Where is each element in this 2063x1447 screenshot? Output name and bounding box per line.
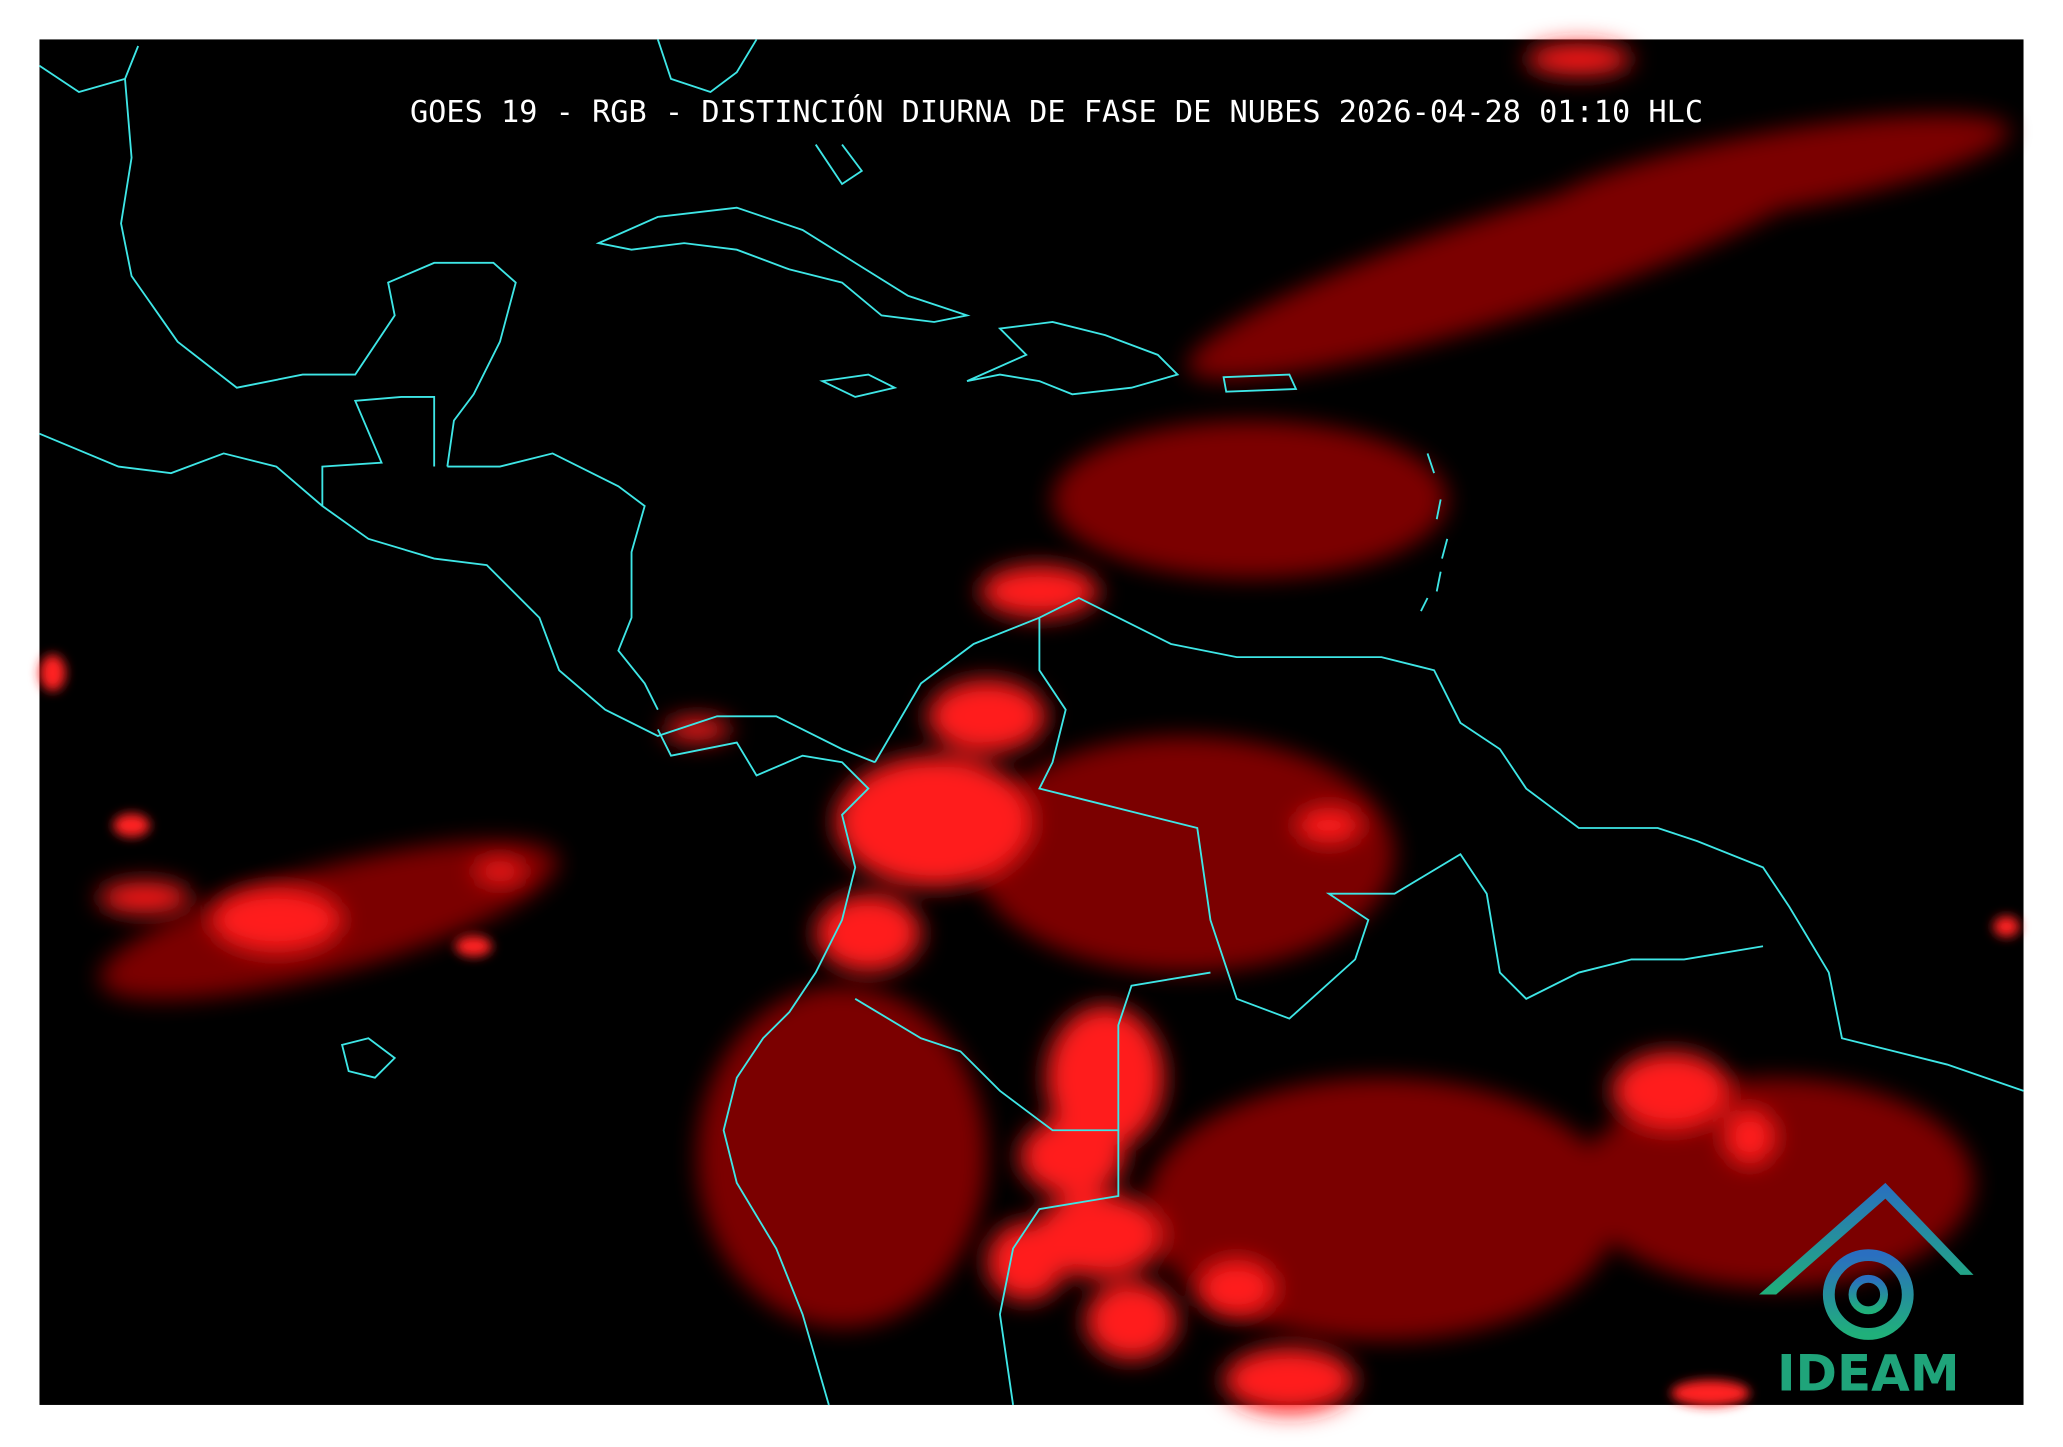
ideam-logo: IDEAM [1759,1182,1974,1403]
logo-swirl-inner [1848,1274,1889,1315]
image-title: GOES 19 - RGB - DISTINCIÓN DIURNA DE FAS… [410,93,1703,130]
logo-swirl [1822,1249,1914,1340]
logo-roof [1759,1182,1974,1295]
logo-text: IDEAM [1777,1345,1960,1403]
cloud-layer [39,43,2020,1413]
coastlines [38,38,2024,1406]
